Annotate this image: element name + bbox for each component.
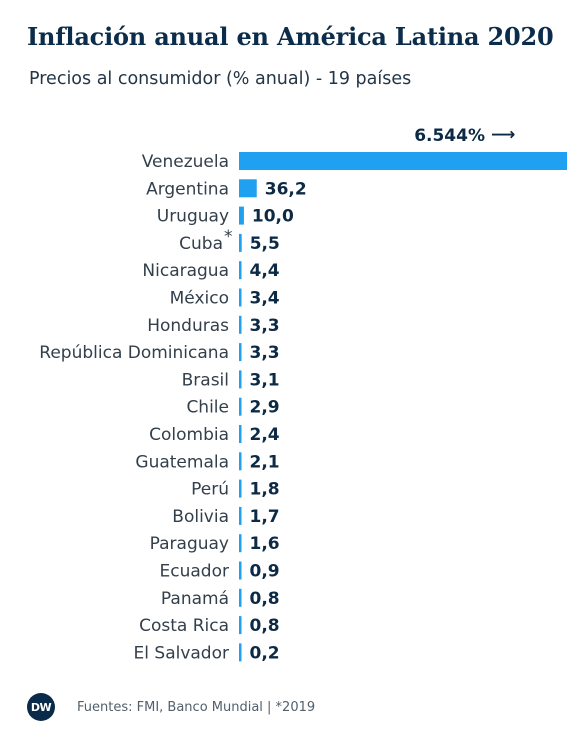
value-label: 3,4 [250, 289, 280, 309]
category-label: Paraguay [150, 534, 229, 554]
bar-venezuela [239, 152, 567, 170]
category-label: Perú [191, 480, 229, 500]
bar-méxico [239, 288, 242, 307]
category-label: Panamá [161, 589, 229, 609]
bar-paraguay [239, 534, 242, 553]
category-label: República Dominicana [39, 343, 229, 363]
category-label: Honduras [147, 316, 229, 336]
bar-cuba [239, 233, 242, 252]
value-label: 4,4 [250, 261, 280, 281]
category-footnote-marker: * [224, 227, 233, 247]
category-label: Costa Rica [139, 616, 229, 636]
value-label: 2,1 [250, 452, 280, 472]
dw-logo: DW [27, 693, 55, 721]
bar-bolivia [239, 506, 242, 525]
value-label: 2,4 [250, 425, 280, 445]
bar-uruguay [239, 206, 244, 225]
value-label: 0,8 [250, 589, 280, 609]
bar-chart: Venezuela 6.544% ⟶ Argentina 36,2 Uruguay 10,0… [39, 125, 567, 663]
category-label: El Salvador [134, 643, 229, 663]
value-label: 0,9 [250, 562, 280, 582]
category-label: Colombia [149, 425, 229, 445]
category-label: Guatemala [135, 452, 229, 472]
category-label: Uruguay [157, 207, 229, 227]
value-label: 3,3 [250, 343, 280, 363]
value-label: 3,3 [250, 316, 280, 336]
bar-costa-rica [239, 616, 242, 635]
source-note: Fuentes: FMI, Banco Mundial | *2019 [77, 699, 316, 715]
arrow-right-icon: ⟶ [491, 125, 515, 145]
value-label: 5,5 [250, 234, 280, 254]
value-label: 10,0 [252, 207, 294, 227]
value-label: 1,8 [250, 480, 280, 500]
bar-argentina [239, 179, 257, 198]
chart-subtitle: Precios al consumidor (% anual) - 19 paí… [29, 69, 412, 89]
value-label: 2,9 [250, 398, 280, 418]
category-label: Nicaragua [142, 261, 229, 281]
bar-ecuador [239, 561, 242, 580]
bar-el-salvador [239, 643, 242, 662]
bar-panamá [239, 588, 242, 607]
category-label: Chile [186, 398, 229, 418]
value-label: 1,7 [250, 507, 280, 527]
value-label: 0,8 [250, 616, 280, 636]
value-label: 0,2 [250, 643, 280, 663]
bar-honduras [239, 315, 242, 334]
value-label: 1,6 [250, 534, 280, 554]
bar-república-dominicana [239, 343, 242, 362]
category-label: Venezuela [142, 152, 229, 172]
category-label: Ecuador [160, 562, 229, 582]
category-label: Cuba [179, 234, 223, 254]
bar-brasil [239, 370, 242, 389]
value-label: 3,1 [250, 370, 280, 390]
chart-title: Inflación anual en América Latina 2020 [27, 22, 554, 51]
value-label: 36,2 [265, 179, 307, 199]
bar-chile [239, 397, 242, 416]
bar-colombia [239, 425, 242, 443]
category-label: México [170, 289, 229, 309]
category-label: Brasil [182, 370, 229, 390]
footer: DW Fuentes: FMI, Banco Mundial | *2019 [27, 693, 315, 721]
category-label: Bolivia [172, 507, 229, 527]
category-label: Argentina [146, 179, 229, 199]
bar-guatemala [239, 452, 242, 471]
value-label: 6.544% [414, 126, 485, 146]
bar-perú [239, 479, 242, 498]
bar-nicaragua [239, 261, 242, 280]
